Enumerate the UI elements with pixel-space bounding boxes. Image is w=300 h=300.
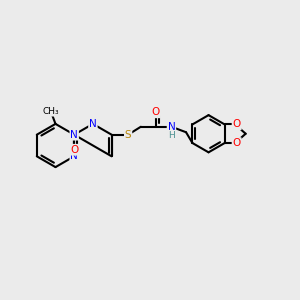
Text: H: H	[168, 131, 175, 140]
Text: N: N	[89, 119, 97, 129]
Text: N: N	[70, 151, 78, 161]
Text: N: N	[168, 122, 175, 132]
Text: O: O	[232, 119, 241, 129]
Text: S: S	[125, 130, 131, 140]
Text: N: N	[70, 130, 78, 140]
Text: O: O	[152, 107, 160, 117]
Text: O: O	[232, 138, 241, 148]
Text: CH₃: CH₃	[42, 107, 59, 116]
Text: O: O	[70, 145, 78, 155]
